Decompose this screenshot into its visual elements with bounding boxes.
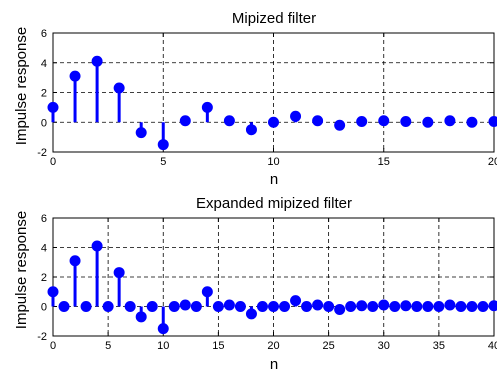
- stem-marker: [190, 301, 202, 312]
- stem-marker: [212, 301, 224, 312]
- stem-marker: [223, 115, 235, 127]
- stem-marker: [455, 301, 467, 312]
- stem-marker: [477, 301, 489, 312]
- subplot-mipized: Mipized filter Impulse response n 0 5 10 15…: [13, 10, 497, 188]
- stem-marker: [411, 301, 423, 312]
- stem-marker: [179, 299, 191, 311]
- stem-marker: [268, 301, 279, 312]
- y-tick-label: 2: [41, 272, 47, 284]
- x-tick-label: 15: [378, 156, 390, 168]
- stem-marker: [234, 301, 246, 312]
- stem-marker: [400, 300, 412, 312]
- stem-marker: [312, 115, 324, 127]
- x-axis-label: n: [270, 171, 278, 188]
- stem-marker: [345, 301, 357, 312]
- stem-marker: [256, 301, 268, 312]
- y-tick-label: -2: [37, 331, 47, 343]
- x-tick-label: 5: [160, 156, 166, 168]
- chart-title: Mipized filter: [232, 10, 316, 27]
- x-tick-label: 35: [433, 340, 445, 352]
- stem-marker: [323, 301, 335, 312]
- y-axis-label: Impulse response: [13, 27, 30, 145]
- x-tick-label: 30: [378, 340, 390, 352]
- x-tick-label: 10: [157, 340, 169, 352]
- stem-marker: [378, 299, 390, 311]
- stem-marker: [356, 300, 368, 312]
- stem-marker: [279, 301, 291, 312]
- x-tick-label: 20: [488, 156, 497, 168]
- y-tick-label: 6: [41, 213, 47, 225]
- stem-marker: [433, 301, 445, 312]
- stem-marker: [124, 301, 136, 312]
- x-tick-label: 40: [488, 340, 497, 352]
- stem-marker: [179, 115, 191, 127]
- subplot-expanded: Expanded mipized filter Impulse response…: [13, 195, 497, 373]
- stem-marker: [168, 301, 180, 312]
- stem-marker: [367, 301, 379, 312]
- stem-marker: [135, 127, 147, 139]
- x-tick-label: 10: [267, 156, 279, 168]
- stem-marker: [466, 116, 478, 128]
- stem-marker: [422, 116, 434, 128]
- stem-marker: [334, 119, 346, 131]
- stem-marker: [466, 301, 478, 312]
- stem-marker: [113, 267, 125, 279]
- stem-marker: [290, 295, 302, 307]
- stem-marker: [312, 299, 324, 311]
- y-tick-label: 0: [41, 117, 47, 129]
- stem-marker: [69, 255, 81, 267]
- x-tick-label: 15: [212, 340, 224, 352]
- stem-marker: [47, 286, 59, 298]
- stem-marker: [488, 300, 497, 312]
- stem-marker: [334, 303, 346, 315]
- stem-marker: [245, 308, 257, 320]
- stem-marker: [301, 301, 313, 312]
- stem-marker: [201, 286, 213, 298]
- stem-marker: [422, 301, 434, 312]
- y-axis-label: Impulse response: [13, 211, 30, 329]
- x-tick-label: 0: [50, 340, 56, 352]
- y-tick-label: 6: [41, 28, 47, 40]
- y-tick-label: -2: [37, 147, 47, 159]
- stem-marker: [223, 299, 235, 311]
- stem-marker: [157, 139, 169, 151]
- stem-marker: [157, 323, 169, 335]
- y-tick-label: 2: [41, 88, 47, 100]
- stem-marker: [444, 115, 456, 127]
- stem-marker: [268, 116, 279, 128]
- y-tick-label: 4: [41, 243, 47, 255]
- x-tick-label: 0: [50, 156, 56, 168]
- stem-marker: [378, 115, 390, 127]
- stem-marker: [389, 301, 401, 312]
- stem-marker: [400, 116, 412, 128]
- stem-marker: [146, 301, 158, 312]
- x-tick-label: 20: [267, 340, 279, 352]
- y-tick-label: 4: [41, 58, 47, 70]
- stem-marker: [102, 301, 114, 312]
- stem-marker: [69, 70, 81, 82]
- stem-marker: [201, 101, 213, 113]
- stem-marker: [488, 116, 497, 128]
- stem-marker: [80, 301, 92, 312]
- stem-marker: [135, 311, 147, 323]
- stem-marker: [356, 116, 368, 128]
- stem-marker: [290, 110, 302, 122]
- stem-marker: [58, 301, 70, 312]
- stem-marker: [47, 101, 59, 113]
- stem-marker: [91, 240, 103, 252]
- y-tick-label: 0: [41, 302, 47, 314]
- x-axis-label: n: [270, 356, 278, 373]
- x-tick-label: 5: [105, 340, 111, 352]
- stem-marker: [444, 299, 456, 311]
- stem-marker: [113, 82, 125, 94]
- stem-marker: [245, 124, 257, 136]
- x-tick-label: 25: [323, 340, 335, 352]
- stem-marker: [91, 55, 103, 67]
- chart-title: Expanded mipized filter: [196, 195, 352, 212]
